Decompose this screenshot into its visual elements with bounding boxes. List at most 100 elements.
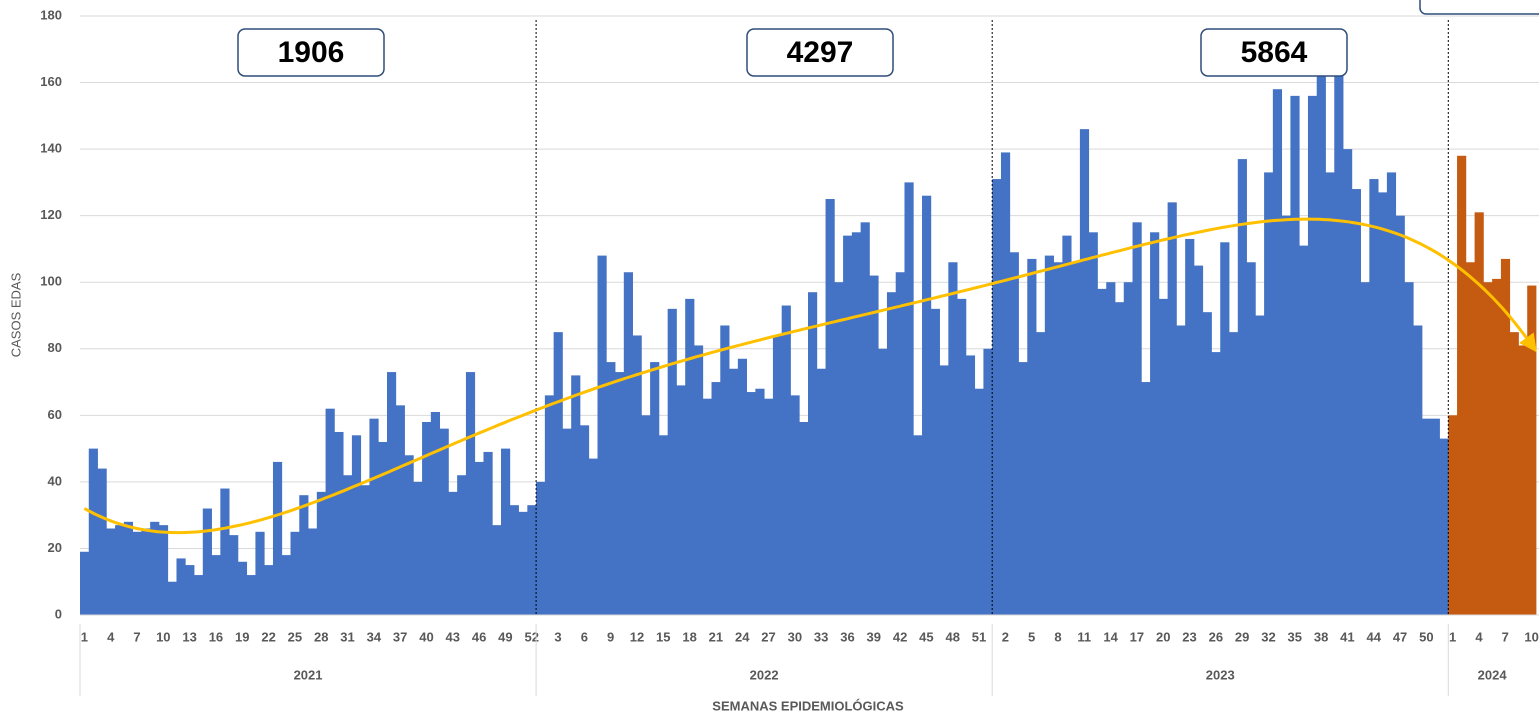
bar [579,425,590,615]
bar [1360,282,1370,615]
bar [132,531,142,615]
bar [501,448,511,615]
bar [1123,282,1133,615]
bar [334,431,344,615]
x-tick-label: 33 [814,629,828,644]
bar [860,222,870,616]
bar [632,335,642,615]
bar [1430,418,1440,615]
total-label: 4297 [787,36,854,69]
y-tick-label: 100 [40,274,62,289]
bar [1211,352,1221,615]
bar [571,375,581,615]
bar [1421,418,1432,615]
bar [1220,242,1230,616]
x-tick-label: 51 [972,629,986,644]
trendline [83,217,1537,535]
bar [623,272,633,615]
bar [658,435,669,615]
bar [527,505,537,615]
bar [1106,282,1116,615]
bar [1229,332,1239,615]
bar [1193,265,1204,615]
bar [1307,95,1318,615]
bar [790,395,800,615]
bar [492,525,502,615]
bar [80,551,90,615]
bar [641,415,651,615]
bar [1281,215,1291,615]
bar [439,428,449,615]
bar [1395,215,1405,615]
bar [1185,238,1195,615]
bar [597,255,607,615]
bar [781,305,791,615]
year-label: 2023 [1206,667,1235,682]
x-tick-label: 14 [1103,629,1118,644]
bar [606,362,616,615]
bar [1404,282,1414,615]
y-tick-label: 160 [40,74,62,89]
bar [1044,255,1054,615]
x-tick-label: 21 [709,629,723,644]
bar [378,441,388,615]
y-tick-label: 20 [48,540,62,555]
bar [229,535,239,615]
x-tick-label: 24 [735,629,750,644]
bar [518,511,528,615]
y-tick-label: 120 [40,207,62,222]
x-tick-label: 45 [919,629,933,644]
bar [1027,258,1037,615]
x-tick-label: 15 [656,629,670,644]
bar [158,525,169,615]
bar [685,298,695,615]
bar [1492,278,1502,615]
year-label: 2021 [294,667,323,682]
bar [360,485,370,615]
bar [1167,202,1177,615]
bar [799,421,809,615]
bar [194,575,204,615]
bar [299,495,309,615]
x-tick-label: 4 [1475,629,1483,644]
x-tick-label: 50 [1419,629,1433,644]
bar [272,461,283,615]
bar [948,262,958,615]
bar [185,565,195,615]
bar [992,179,1002,616]
bar [755,388,765,615]
bar [878,348,888,615]
bar [816,368,826,615]
bar [1439,438,1449,615]
bar [1053,262,1063,615]
x-tick-label: 44 [1367,629,1382,644]
x-tick-label: 12 [630,629,644,644]
bar [1509,332,1519,615]
bar [1334,45,1344,615]
bar [264,565,274,615]
bar [1158,298,1169,615]
x-tick-label: 17 [1130,629,1144,644]
bar [922,195,932,615]
bar [351,435,362,615]
x-tick-label: 35 [1288,629,1302,644]
x-tick-label: 30 [788,629,802,644]
bar [1527,285,1537,615]
x-tick-label: 47 [1393,629,1407,644]
bar [106,528,116,615]
bar [1474,212,1484,616]
bar [834,282,844,615]
bar [369,418,379,615]
x-tick-label: 6 [581,629,588,644]
bar [316,491,326,615]
x-tick-label: 7 [133,629,140,644]
bar [930,308,940,615]
y-tick-label: 180 [40,7,62,22]
bar [544,395,555,615]
bar [325,408,335,615]
bar [913,435,923,615]
bar [772,335,783,615]
bar [1264,172,1274,615]
y-tick-label: 60 [48,407,62,422]
